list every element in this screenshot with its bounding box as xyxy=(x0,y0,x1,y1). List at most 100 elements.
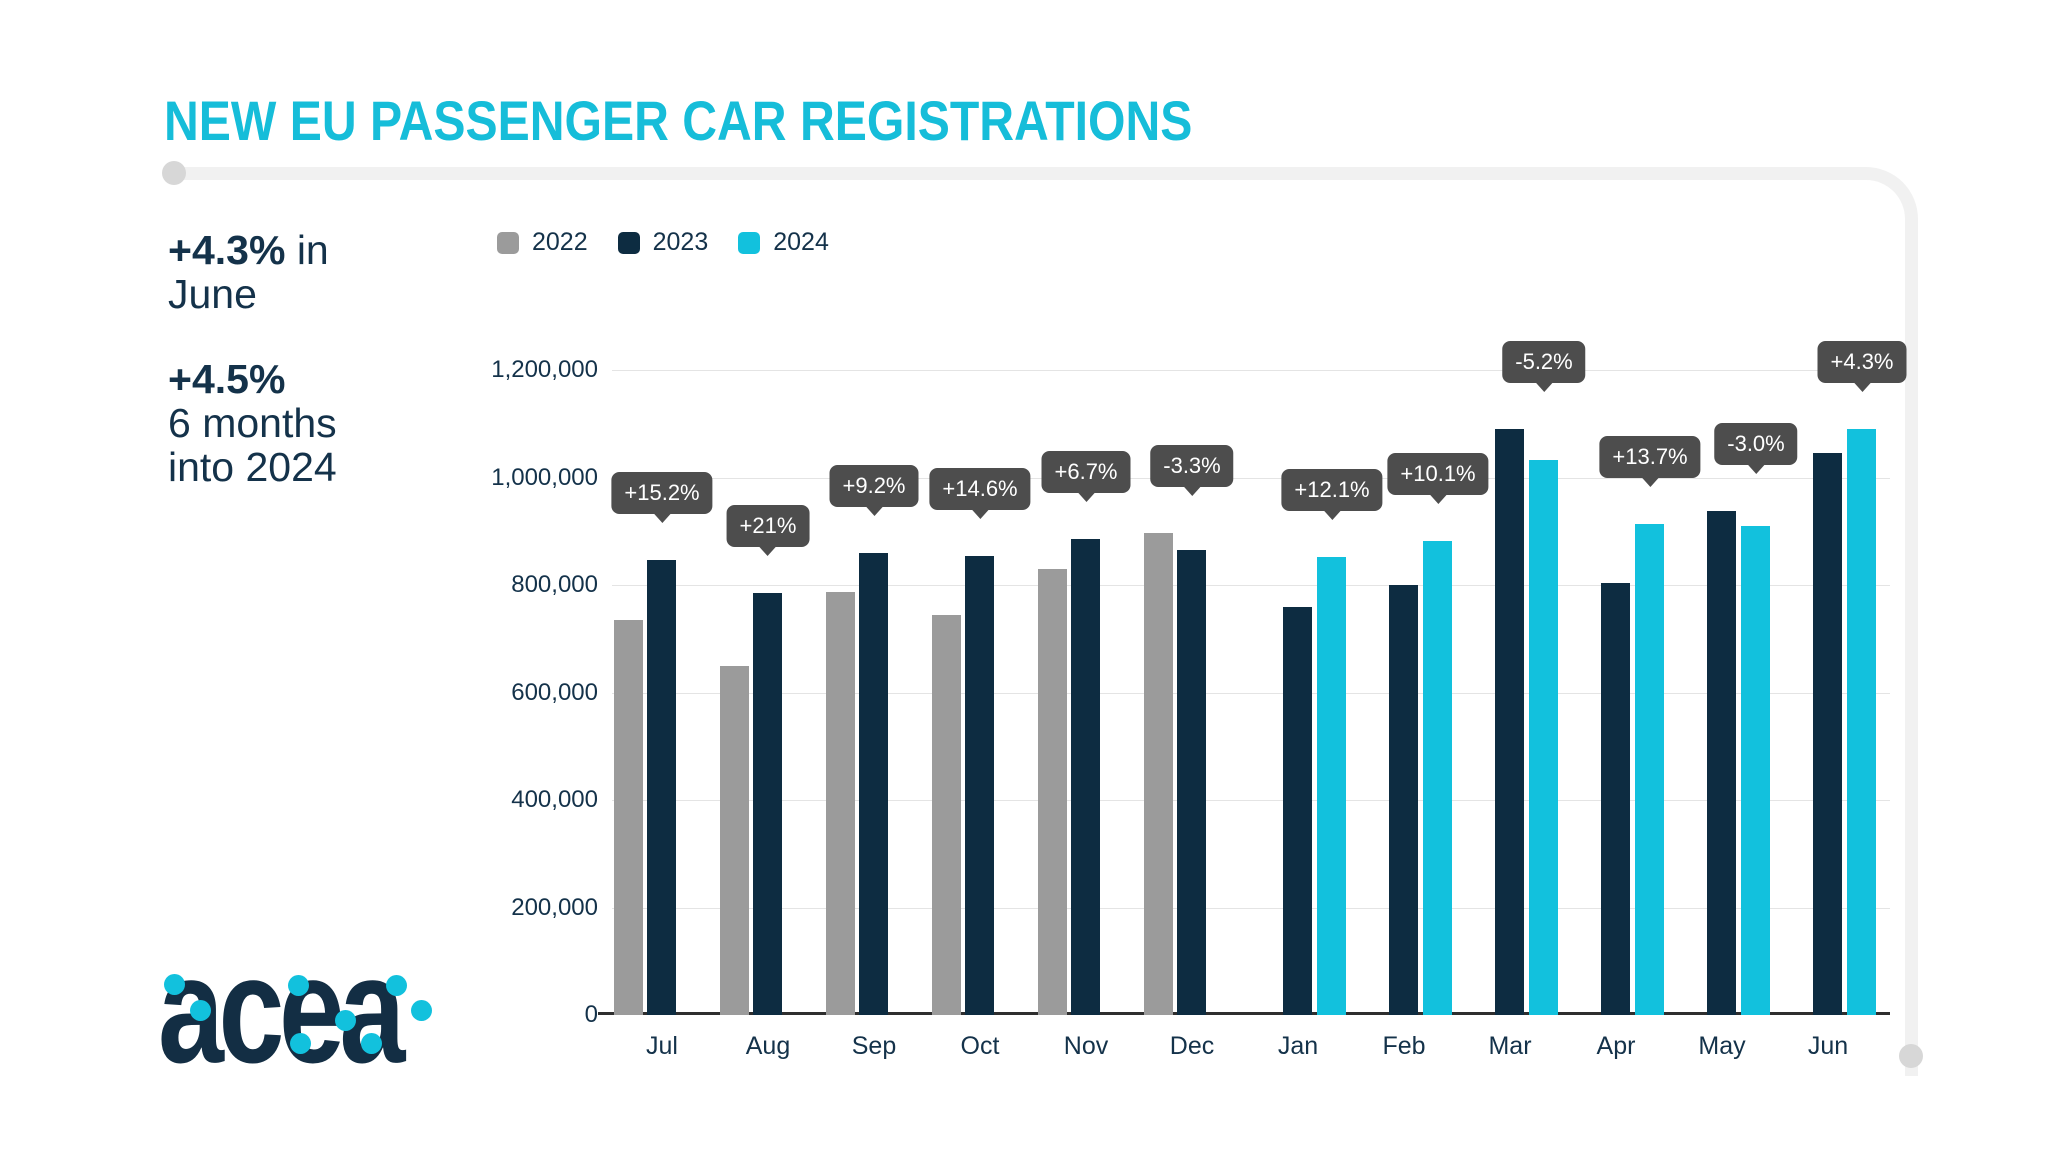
pct-change-badge-feb: +10.1% xyxy=(1387,453,1489,505)
pct-change-badge-dec: -3.3% xyxy=(1150,445,1234,497)
legend-swatch-icon xyxy=(497,231,519,254)
stat-ytd: +4.5% 6 months into 2024 xyxy=(168,356,373,491)
badge-pointer-icon xyxy=(1322,510,1341,521)
pct-change-badge-apr: +13.7% xyxy=(1599,436,1701,488)
pct-change-badge-may: -3.0% xyxy=(1714,422,1798,474)
x-axis-month-label: Dec xyxy=(1169,1032,1215,1060)
y-axis-tick-label: 1,200,000 xyxy=(491,356,598,383)
x-axis-month-label: Jul xyxy=(646,1032,678,1060)
x-axis-month-label: Sep xyxy=(851,1032,897,1060)
stat-ytd-text: 6 months into 2024 xyxy=(168,399,337,491)
badge-pointer-icon xyxy=(1077,492,1095,503)
logo-dot-icon xyxy=(386,975,407,996)
pct-change-badge-mar: -5.2% xyxy=(1502,341,1586,393)
logo-dot-icon xyxy=(190,1000,211,1021)
stat-june-value: +4.3% xyxy=(168,227,286,273)
bar-2022-sep xyxy=(826,592,855,1015)
legend-swatch-icon xyxy=(617,231,640,254)
legend-label: 2024 xyxy=(773,228,829,256)
y-axis-tick-label: 600,000 xyxy=(511,678,598,706)
x-axis-month-label: Aug xyxy=(745,1032,791,1060)
badge-pointer-icon xyxy=(865,505,883,516)
bar-2023-mar xyxy=(1495,429,1524,1015)
x-axis-month-label: Jun xyxy=(1807,1032,1849,1060)
gridline xyxy=(612,800,1890,801)
legend-label: 2023 xyxy=(652,228,709,256)
bar-2023-jan xyxy=(1283,606,1312,1015)
x-axis-line xyxy=(598,1012,1890,1015)
bar-2022-jul xyxy=(614,619,643,1015)
bar-2024-mar xyxy=(1529,459,1558,1015)
x-axis-month-label: Nov xyxy=(1063,1032,1109,1060)
bar-2023-nov xyxy=(1071,539,1100,1015)
chart-legend: 2022 2023 2024 xyxy=(497,228,829,257)
logo-dot-icon xyxy=(288,975,309,996)
bar-chart-plot-area: 0 200,000 400,000 600,000 800,000 1,000,000 1,… xyxy=(491,341,1907,1060)
bar-2023-may xyxy=(1707,510,1736,1015)
badge-pointer-icon xyxy=(652,512,671,523)
badge-pointer-icon xyxy=(758,545,777,556)
stat-june: +4.3% in June xyxy=(168,228,373,317)
bar-2023-dec xyxy=(1177,549,1206,1015)
y-axis-tick-label: 1,000,000 xyxy=(491,463,598,491)
bar-2023-jul xyxy=(647,559,676,1015)
x-axis-month-label: May xyxy=(1698,1032,1746,1060)
bar-2022-aug xyxy=(720,665,749,1015)
x-axis-month-label: Apr xyxy=(1596,1032,1636,1060)
legend-item-2022: 2022 xyxy=(497,228,588,257)
gridline xyxy=(612,370,1890,371)
badge-pointer-icon xyxy=(970,508,989,519)
highlight-stats: +4.3% in June +4.5% 6 months into 2024 xyxy=(168,228,373,529)
legend-swatch-icon xyxy=(738,231,761,254)
gridline xyxy=(612,692,1890,694)
bar-2023-sep xyxy=(859,552,888,1015)
bar-2023-feb xyxy=(1389,585,1418,1015)
pct-change-badge-nov: +6.7% xyxy=(1041,451,1131,503)
bar-2024-apr xyxy=(1635,524,1664,1015)
bar-2023-jun xyxy=(1813,453,1842,1015)
page-title: NEW EU PASSENGER CAR REGISTRATIONS xyxy=(164,89,1193,152)
badge-pointer-icon xyxy=(1853,382,1871,393)
frame-start-dot xyxy=(162,161,186,185)
stat-june-text: in June xyxy=(168,227,329,318)
frame-end-dot xyxy=(1899,1044,1923,1068)
logo-dot-icon xyxy=(290,1033,311,1054)
logo-dot-icon xyxy=(411,1000,432,1021)
legend-item-2024: 2024 xyxy=(738,228,829,257)
pct-change-badge-jan: +12.1% xyxy=(1281,469,1383,521)
gridline xyxy=(612,585,1890,586)
bar-2023-aug xyxy=(753,592,782,1015)
bar-2024-jan xyxy=(1317,557,1346,1015)
pct-change-badge-jul: +15.2% xyxy=(611,471,713,523)
legend-item-2023: 2023 xyxy=(617,228,709,257)
x-axis-month-label: Oct xyxy=(960,1032,1000,1060)
bar-2022-nov xyxy=(1038,568,1067,1015)
badge-pointer-icon xyxy=(1182,486,1201,497)
bar-2024-feb xyxy=(1423,541,1452,1015)
x-axis-month-label: Jan xyxy=(1277,1032,1319,1060)
gridline xyxy=(612,907,1890,909)
y-axis-tick-label: 200,000 xyxy=(511,893,598,921)
y-axis-tick-label: 800,000 xyxy=(511,571,598,598)
bar-2023-apr xyxy=(1601,583,1630,1015)
logo-dot-icon xyxy=(361,1033,382,1054)
badge-pointer-icon xyxy=(1534,382,1553,393)
bar-2022-oct xyxy=(932,614,961,1015)
logo-dot-icon xyxy=(335,1010,356,1031)
acea-logo: acea xyxy=(158,934,488,1123)
y-axis-tick-label: 0 xyxy=(584,1001,598,1028)
pct-change-badge-oct: +14.6% xyxy=(929,467,1031,519)
bar-2022-dec xyxy=(1144,533,1173,1015)
pct-change-badge-sep: +9.2% xyxy=(829,464,919,516)
logo-dot-icon xyxy=(164,974,185,995)
x-axis-month-label: Feb xyxy=(1382,1032,1426,1060)
legend-label: 2022 xyxy=(532,228,588,256)
badge-pointer-icon xyxy=(1428,494,1447,505)
pct-change-badge-jun: +4.3% xyxy=(1817,341,1907,393)
bar-2024-jun xyxy=(1847,429,1876,1015)
badge-pointer-icon xyxy=(1746,463,1765,474)
bar-2023-oct xyxy=(965,555,994,1015)
gridline xyxy=(612,477,1890,479)
bar-2024-may xyxy=(1741,525,1770,1015)
